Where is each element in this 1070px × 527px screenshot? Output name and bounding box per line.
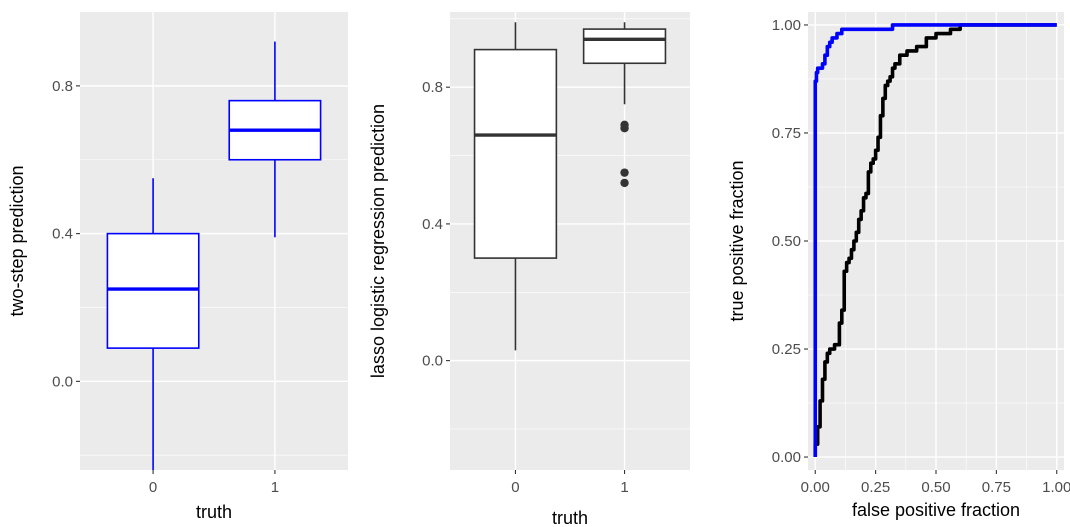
x-axis-title: truth [196, 502, 232, 522]
box-marks [473, 22, 667, 351]
x-tick-label: 0.00 [801, 479, 830, 496]
y-tick-label: 0.50 [772, 233, 801, 250]
roc-line-blue [813, 23, 1057, 458]
y-tick-label: 1.00 [772, 17, 801, 34]
y-tick-label: 0.25 [772, 341, 801, 358]
box-iqr [106, 232, 200, 349]
x-tick-label: 1 [271, 479, 279, 496]
y-tick-label: 0.0 [422, 353, 443, 370]
x-axis-title: truth [552, 508, 588, 527]
y-axis-ticks: 0.0 0.4 0.8 [422, 79, 450, 370]
y-tick-label: 0.4 [52, 226, 73, 243]
roc-line-black [813, 23, 1057, 458]
y-tick-label: 0.00 [772, 449, 801, 466]
x-tick-label: 0 [511, 479, 519, 496]
y-axis-title: lasso logistic regression prediction [368, 104, 388, 378]
x-axis-ticks: 0.00 0.25 0.50 0.75 1.00 [801, 470, 1070, 496]
x-tick-label: 0 [149, 479, 157, 496]
y-axis-title: true positive fraction [727, 160, 747, 321]
x-tick-label: 0.50 [921, 479, 950, 496]
y-axis-ticks: 0.00 0.25 0.50 0.75 1.00 [772, 17, 808, 466]
x-tick-label: 0.25 [861, 479, 890, 496]
y-tick-label: 0.8 [52, 78, 73, 95]
box-marks [106, 41, 322, 470]
y-tick-label: 0.8 [422, 79, 443, 96]
y-axis-ticks: 0.0 0.4 0.8 [52, 78, 80, 390]
box-iqr [582, 28, 667, 65]
gridlines [808, 12, 1064, 470]
y-axis-title: two-step prediction [7, 165, 27, 316]
x-tick-label: 1 [620, 479, 628, 496]
panel-roc-curve: 0.00 0.25 0.50 0.75 1.00 0.00 0.25 0.50 0.75 1.0… [727, 12, 1070, 520]
y-tick-label: 0.0 [52, 373, 73, 390]
y-tick-label: 0.75 [772, 125, 801, 142]
roc-lines [813, 23, 1057, 458]
box-iqr [473, 48, 558, 259]
outlier-point [620, 178, 629, 188]
outlier-point [620, 124, 629, 133]
x-axis-title: false positive fraction [852, 500, 1020, 520]
outlier-point [620, 168, 629, 177]
x-tick-label: 0.75 [982, 479, 1011, 496]
y-tick-label: 0.4 [422, 216, 443, 233]
x-tick-label: 1.00 [1042, 479, 1070, 496]
